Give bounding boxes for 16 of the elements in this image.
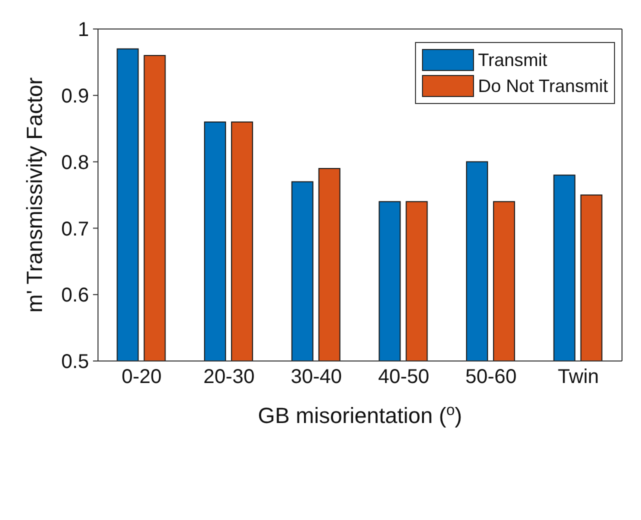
y-tick-label: 0.8 xyxy=(61,152,89,174)
x-tick-label: 30-40 xyxy=(290,366,342,388)
y-axis-title: m' Transmissivity Factor xyxy=(22,77,47,313)
y-tick-label: 1 xyxy=(78,19,89,42)
x-tick-label: 50-60 xyxy=(465,366,517,388)
legend-label: Do Not Transmit xyxy=(476,75,608,98)
x-tick-label: 20-30 xyxy=(203,366,255,388)
x-tick-label: 40-50 xyxy=(378,366,430,388)
x-axis-title: GB misorientation ($^{o}$) xyxy=(258,402,462,428)
y-tick-label: 0.6 xyxy=(61,284,89,307)
x-tick-label: Twin xyxy=(558,366,599,388)
y-tick-label: 0.5 xyxy=(61,351,89,374)
y-tick-label: 0.9 xyxy=(61,86,89,108)
legend-label: Transmit xyxy=(476,49,548,72)
y-tick-label: 0.7 xyxy=(61,218,89,240)
x-tick-label: 0-20 xyxy=(122,366,162,388)
